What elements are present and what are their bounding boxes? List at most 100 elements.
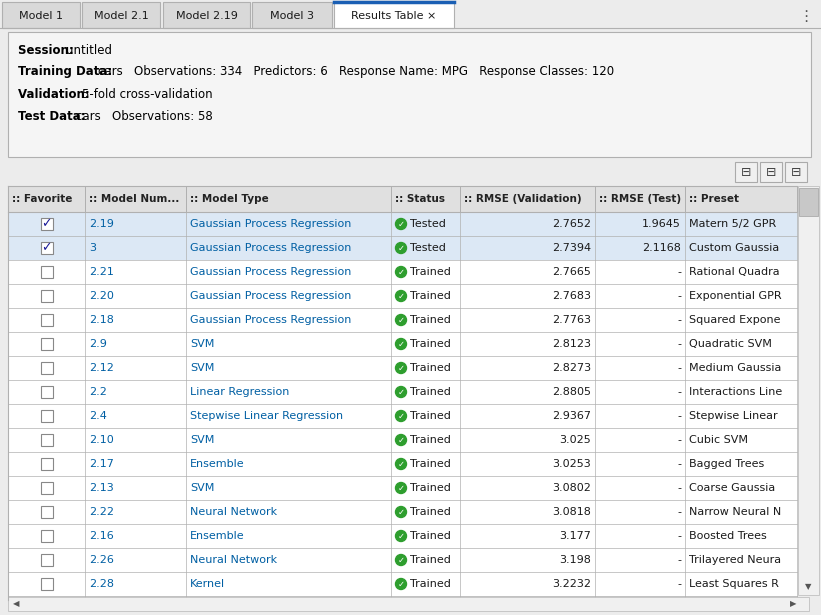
- Circle shape: [396, 338, 406, 349]
- Text: Boosted Trees: Boosted Trees: [689, 531, 767, 541]
- Text: Interactions Line: Interactions Line: [689, 387, 782, 397]
- Text: 2.18: 2.18: [89, 315, 114, 325]
- Bar: [40, 218, 53, 230]
- Text: Tested: Tested: [410, 243, 446, 253]
- Circle shape: [396, 507, 406, 517]
- Text: 2.7394: 2.7394: [552, 243, 591, 253]
- Text: untitled: untitled: [66, 44, 112, 57]
- Text: ✓: ✓: [397, 292, 405, 301]
- Text: -: -: [677, 363, 681, 373]
- Text: Test Data:: Test Data:: [18, 109, 89, 122]
- Text: ✓: ✓: [397, 579, 405, 589]
- Bar: [8, 404, 809, 428]
- Text: Session:: Session:: [18, 44, 78, 57]
- Text: Trained: Trained: [410, 483, 451, 493]
- Bar: [40, 578, 53, 590]
- Bar: [798, 186, 819, 595]
- Text: ⋮: ⋮: [798, 9, 813, 23]
- Text: ✓: ✓: [397, 315, 405, 325]
- Text: :: Model Type: :: Model Type: [190, 194, 268, 204]
- Text: Narrow Neural N: Narrow Neural N: [689, 507, 782, 517]
- Text: Squared Expone: Squared Expone: [689, 315, 781, 325]
- Bar: [2, 2, 80, 28]
- Bar: [760, 162, 782, 182]
- Bar: [8, 356, 809, 380]
- Text: Linear Regression: Linear Regression: [190, 387, 289, 397]
- Bar: [785, 162, 807, 182]
- Text: -: -: [677, 315, 681, 325]
- Text: 2.26: 2.26: [89, 555, 114, 565]
- Text: ✓: ✓: [397, 244, 405, 253]
- Text: 5-fold cross-validation: 5-fold cross-validation: [81, 87, 212, 100]
- Bar: [8, 476, 809, 500]
- Text: 2.1168: 2.1168: [642, 243, 681, 253]
- Text: SVM: SVM: [190, 435, 214, 445]
- Bar: [8, 308, 809, 332]
- Text: 2.8805: 2.8805: [552, 387, 591, 397]
- Text: -: -: [677, 411, 681, 421]
- Bar: [8, 572, 809, 596]
- Text: 3.0802: 3.0802: [553, 483, 591, 493]
- Text: ✓: ✓: [41, 218, 52, 231]
- Text: Trained: Trained: [410, 555, 451, 565]
- Bar: [8, 500, 809, 524]
- Bar: [8, 452, 809, 476]
- Text: Training Data:: Training Data:: [18, 66, 117, 79]
- Text: Bagged Trees: Bagged Trees: [689, 459, 764, 469]
- Text: Exponential GPR: Exponential GPR: [689, 291, 782, 301]
- Text: Medium Gaussia: Medium Gaussia: [689, 363, 782, 373]
- Text: Trained: Trained: [410, 387, 451, 397]
- Circle shape: [396, 218, 406, 229]
- Text: ✓: ✓: [397, 268, 405, 277]
- Bar: [40, 290, 53, 302]
- Text: ✓: ✓: [397, 483, 405, 493]
- Text: 1.9645: 1.9645: [642, 219, 681, 229]
- Text: Trained: Trained: [410, 531, 451, 541]
- Text: ✓: ✓: [397, 339, 405, 349]
- Bar: [8, 332, 809, 356]
- Circle shape: [396, 531, 406, 541]
- Text: :: RMSE (Test): :: RMSE (Test): [599, 194, 681, 204]
- Bar: [40, 530, 53, 542]
- Text: ✓: ✓: [41, 242, 52, 255]
- Text: -: -: [677, 507, 681, 517]
- Text: 2.19: 2.19: [89, 219, 114, 229]
- Bar: [40, 314, 53, 326]
- Bar: [8, 236, 809, 260]
- Bar: [40, 242, 53, 254]
- Text: -: -: [677, 387, 681, 397]
- Text: -: -: [677, 579, 681, 589]
- Circle shape: [396, 242, 406, 253]
- Circle shape: [396, 579, 406, 590]
- Bar: [40, 434, 53, 446]
- Text: 2.28: 2.28: [89, 579, 114, 589]
- Text: ✓: ✓: [397, 507, 405, 517]
- Bar: [0, 0, 821, 28]
- Text: ⊟: ⊟: [791, 165, 801, 178]
- Text: cars   Observations: 58: cars Observations: 58: [76, 109, 213, 122]
- Text: -: -: [677, 291, 681, 301]
- Text: Least Squares R: Least Squares R: [689, 579, 779, 589]
- Bar: [8, 260, 809, 284]
- Text: 2.12: 2.12: [89, 363, 114, 373]
- Text: Coarse Gaussia: Coarse Gaussia: [689, 483, 775, 493]
- Text: Ensemble: Ensemble: [190, 531, 245, 541]
- Text: Neural Network: Neural Network: [190, 507, 277, 517]
- Bar: [40, 386, 53, 398]
- Text: Trilayered Neura: Trilayered Neura: [689, 555, 781, 565]
- Bar: [40, 410, 53, 422]
- Text: SVM: SVM: [190, 483, 214, 493]
- Text: ◀: ◀: [13, 600, 19, 608]
- Text: SVM: SVM: [190, 339, 214, 349]
- Text: Trained: Trained: [410, 507, 451, 517]
- Bar: [252, 2, 332, 28]
- Text: Ensemble: Ensemble: [190, 459, 245, 469]
- Bar: [8, 212, 809, 236]
- Circle shape: [396, 410, 406, 421]
- Text: Model 1: Model 1: [19, 11, 63, 21]
- Text: 3.025: 3.025: [559, 435, 591, 445]
- Circle shape: [396, 314, 406, 325]
- Text: ✓: ✓: [397, 220, 405, 229]
- Text: Cubic SVM: Cubic SVM: [689, 435, 748, 445]
- Bar: [163, 2, 250, 28]
